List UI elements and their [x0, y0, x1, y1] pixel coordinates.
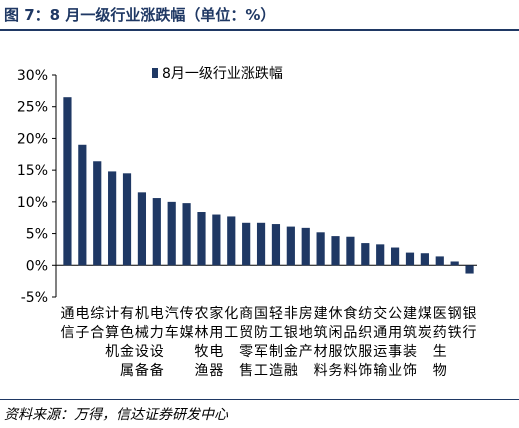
category-label: 银行 [463, 306, 477, 341]
category-label: 机械设备 [135, 306, 149, 379]
figure-title: 图 7：8 月一级行业涨跌幅（单位：%） [4, 6, 276, 24]
y-tick-label: 15% [17, 163, 48, 179]
bar [78, 144, 87, 266]
category-label: 通信 [60, 306, 74, 341]
bar [465, 265, 474, 274]
bar [390, 247, 400, 266]
bar [197, 212, 206, 266]
bar [346, 236, 355, 266]
category-label: 建筑材料 [314, 306, 328, 379]
category-label: 医药生物 [433, 306, 447, 379]
category-label: 汽车 [165, 306, 179, 341]
bar [93, 161, 102, 266]
bar [182, 203, 191, 266]
bar [63, 97, 72, 266]
bottom-rule [0, 399, 519, 400]
bar [122, 173, 132, 266]
y-tick-label: 25% [17, 100, 48, 116]
category-label: 食品饮料 [343, 305, 357, 379]
bar [227, 216, 236, 266]
y-tick-label: 10% [17, 195, 48, 211]
category-label: 传媒 [180, 306, 194, 341]
category-label: 休闲服务 [329, 306, 343, 379]
bar [108, 171, 117, 266]
category-label: 国防军工 [254, 306, 268, 379]
bar [271, 224, 281, 266]
y-axis: -5% 0% 5% 10% 15% 20% 25% 30% [17, 68, 57, 306]
category-label: 煤炭 [418, 306, 432, 341]
y-tick-label: 20% [17, 131, 48, 147]
bar [316, 232, 325, 266]
bar [435, 256, 444, 266]
category-labels: 通信电子综合计算机有色金属机械设备电力设备汽车传媒农林牧渔家用电器化工商贸零售国… [60, 305, 476, 379]
category-label: 商贸零售 [239, 306, 253, 379]
category-label: 轻工制造 [269, 306, 283, 379]
bar [137, 192, 147, 266]
bar-chart: 8月一级行业涨跌幅 -5% 0% 5% 10% 15% 20% 25% 30% 通信电子综合计… [17, 66, 477, 379]
y-tick-label: 30% [17, 68, 48, 84]
bar [420, 253, 429, 266]
category-label: 纺织服饰 [358, 306, 372, 379]
y-tick-label: 5% [26, 227, 48, 243]
category-label: 建筑装饰 [403, 306, 417, 379]
bar [376, 244, 385, 266]
bar [405, 252, 415, 266]
bar [242, 222, 251, 266]
bar [450, 261, 459, 266]
category-label: 房地产 [299, 306, 313, 360]
bar [331, 236, 340, 266]
category-label: 家用电器 [209, 305, 223, 379]
y-tick-label: -5% [21, 290, 48, 306]
category-label: 公用事业 [388, 306, 402, 379]
bar-series [63, 97, 474, 274]
category-label: 电子 [75, 306, 89, 341]
category-label: 农林牧渔 [194, 306, 208, 379]
category-label: 非银金融 [284, 306, 298, 379]
bar [152, 198, 161, 266]
category-label: 计算机 [105, 306, 119, 360]
category-label: 钢铁 [448, 306, 462, 341]
category-label: 电力设备 [150, 306, 164, 379]
chart-legend: 8月一级行业涨跌幅 [152, 66, 283, 82]
legend-swatch [152, 68, 158, 78]
bar [256, 222, 266, 266]
title-rule [0, 29, 519, 31]
bar [301, 227, 310, 266]
category-label: 交通运输 [373, 305, 387, 379]
source-note: 资料来源：万得，信达证券研发中心 [4, 407, 228, 423]
category-label: 综合 [90, 306, 104, 341]
bar [361, 243, 370, 266]
category-label: 化工 [224, 306, 238, 341]
bar [286, 226, 295, 266]
y-tick-label: 0% [26, 258, 48, 274]
bar [212, 214, 221, 266]
category-label: 有色金属 [120, 306, 134, 379]
legend-label: 8月一级行业涨跌幅 [162, 66, 283, 82]
bar [167, 201, 176, 266]
